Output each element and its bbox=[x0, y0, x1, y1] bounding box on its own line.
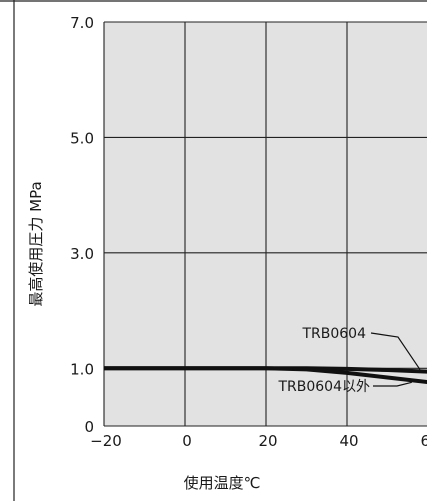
series-layer bbox=[104, 366, 427, 384]
x-axis-title: 使用温度℃ bbox=[184, 474, 261, 492]
annotation-leader bbox=[373, 381, 412, 387]
x-tick-label: 0 bbox=[182, 432, 192, 450]
y-tick-label: 7.0 bbox=[70, 14, 94, 32]
x-tick-label: −20 bbox=[90, 432, 122, 450]
y-tick-label: 1.0 bbox=[70, 360, 94, 378]
x-tick-labels: −20 0 20 40 60 bbox=[90, 432, 427, 450]
y-tick-labels: 0 1.0 3.0 5.0 7.0 bbox=[70, 14, 94, 436]
annotation-leader bbox=[370, 332, 421, 370]
x-tick-label: 20 bbox=[258, 432, 277, 450]
annotations: TRB0604 TRB0604以外 bbox=[277, 326, 421, 395]
annotation-label: TRB0604 bbox=[301, 326, 366, 342]
series-line-trb0604-other bbox=[104, 366, 427, 384]
y-tick-label: 0 bbox=[84, 418, 94, 436]
x-tick-label: 40 bbox=[339, 432, 358, 450]
annotation-label: TRB0604以外 bbox=[277, 379, 370, 395]
y-tick-label: 3.0 bbox=[70, 245, 94, 263]
x-tick-label: 60 bbox=[420, 432, 427, 450]
x-gridlines bbox=[184, 22, 348, 426]
y-axis-title: 最高使用圧力 MPa bbox=[27, 181, 45, 306]
y-tick-label: 5.0 bbox=[70, 129, 94, 147]
